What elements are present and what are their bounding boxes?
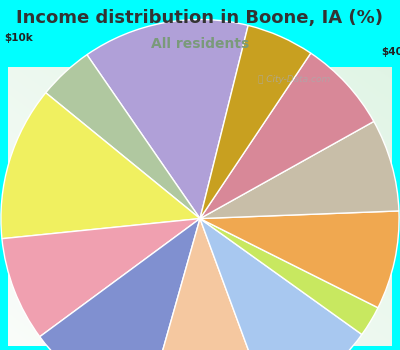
Wedge shape: [200, 218, 378, 335]
Wedge shape: [1, 93, 200, 239]
Wedge shape: [200, 121, 399, 218]
Wedge shape: [200, 218, 362, 350]
Text: $10k: $10k: [4, 33, 33, 43]
Wedge shape: [200, 211, 399, 308]
Wedge shape: [40, 218, 200, 350]
Wedge shape: [46, 55, 200, 218]
Wedge shape: [146, 218, 269, 350]
Text: ⓘ City-Data.com: ⓘ City-Data.com: [258, 75, 330, 84]
Wedge shape: [200, 53, 374, 218]
Text: $40k: $40k: [381, 47, 400, 57]
Wedge shape: [2, 218, 200, 337]
Wedge shape: [200, 26, 311, 218]
Text: Income distribution in Boone, IA (%): Income distribution in Boone, IA (%): [16, 9, 384, 27]
Wedge shape: [87, 20, 248, 218]
Text: All residents: All residents: [151, 37, 249, 51]
